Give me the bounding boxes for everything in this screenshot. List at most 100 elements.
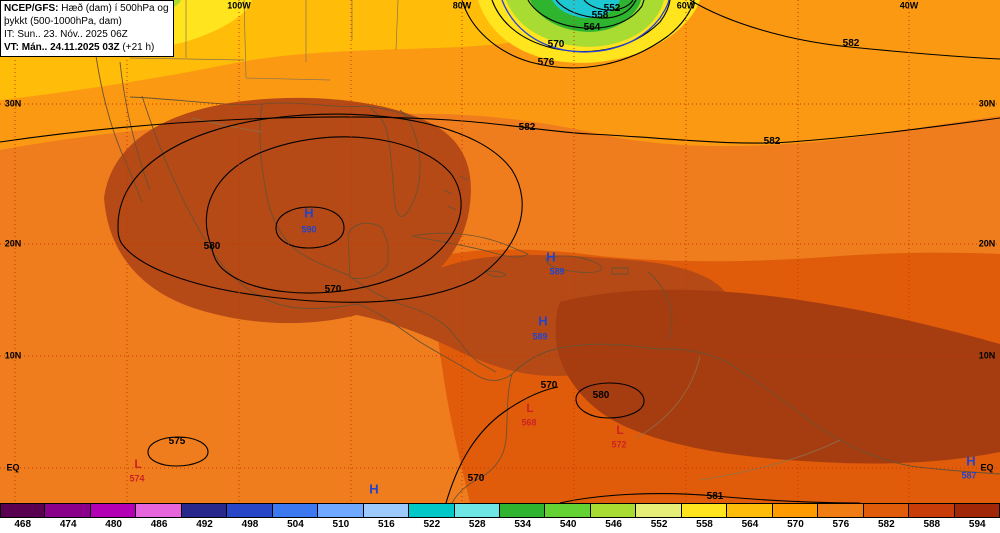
colorbar-value: 552: [650, 519, 668, 530]
band-582-gulf: [104, 97, 471, 324]
coast-puertorico: [611, 267, 629, 275]
us-state-lines: [129, 0, 399, 81]
colorbar-cell: 480: [89, 503, 137, 533]
colorbar-cell: 576: [817, 503, 864, 533]
coast-us-gulf: [129, 96, 415, 119]
colorbar-cell: 564: [726, 503, 773, 533]
colorbar-value: 582: [877, 519, 895, 530]
coast-antilles-arc: [647, 271, 673, 341]
init-time: IT: Sun.. 23. Nóv.. 2025 06Z: [4, 29, 128, 40]
colorbar-cell: 582: [862, 503, 910, 533]
colorbar-value: 480: [105, 519, 122, 530]
colorbar-swatch: [589, 503, 637, 518]
colorbar-swatch: [771, 503, 819, 518]
colorbar-swatch: [544, 503, 591, 518]
us-mexico-border: [191, 117, 263, 133]
colorbar-cell: 594: [953, 503, 1000, 533]
colorbar-swatch: [680, 503, 728, 518]
contour-570-trough: [491, 0, 671, 53]
title-line-2: þykkt (500-1000hPa, dam): [4, 16, 122, 27]
colorbar-value: 510: [332, 519, 350, 530]
valid-time: VT: Mán.. 24.11.2025 03Z: [4, 42, 120, 53]
rivers: [635, 355, 841, 481]
colorbar-cell: 588: [908, 503, 955, 533]
coast-southamerica-north: [511, 343, 1000, 475]
coast-hispaniola: [545, 255, 603, 273]
colorbar-cell: 516: [362, 503, 410, 533]
colorbar-value: 468: [14, 519, 32, 530]
colorbar-cell: 546: [589, 503, 637, 533]
colorbar-cell: 510: [317, 503, 364, 533]
colorbar-value: 522: [423, 519, 441, 530]
contour-570-south: [445, 386, 559, 503]
map-canvas: [0, 0, 1000, 503]
coast-bahamas: [443, 175, 469, 211]
contour-580-venezuela: [575, 382, 645, 419]
colorbar-cell: 540: [544, 503, 591, 533]
colorbar-swatch: [89, 503, 137, 518]
latlon-gridlines: [0, 0, 1000, 503]
colorbar-cell: 522: [408, 503, 455, 533]
coast-mexico-east: [259, 103, 351, 277]
colorbar-value: 486: [150, 519, 168, 530]
colorbar-swatch: [453, 503, 500, 518]
colorbar-swatch: [271, 503, 319, 518]
contour-558-trough: [555, 0, 637, 19]
coast-baja: [95, 55, 143, 203]
thickness-shading: [0, 0, 1000, 503]
contour-575-ring: [147, 436, 209, 467]
colorbar-cell: 468: [0, 503, 46, 533]
coast-florida: [369, 107, 421, 217]
colorbar-cell: 534: [498, 503, 546, 533]
colorbar-swatch: [498, 503, 546, 518]
colorbar-swatch: [635, 503, 682, 518]
coast-centam-caribbean: [351, 277, 497, 373]
title-box: NCEP/GFS: Hæð (dam) í 500hPa og þykkt (5…: [0, 0, 174, 57]
colorbar-swatch: [953, 503, 1000, 518]
valid-time-line: VT: Mán.. 24.11.2025 03Z (+21 h): [4, 41, 169, 54]
colorbar-cell: 498: [226, 503, 273, 533]
contour-564-trough: [527, 0, 645, 29]
colorbar-value: 546: [605, 519, 622, 530]
trough-axis-blue-line: [501, 0, 670, 53]
colorbar-swatch: [862, 503, 910, 518]
colorbar-cell: 552: [635, 503, 682, 533]
colorbar-swatch: [135, 503, 182, 518]
coast-centam-pacific: [357, 303, 513, 381]
colorbar-swatch: [726, 503, 773, 518]
colorbar-value: 534: [514, 519, 532, 530]
band-582-southamerica: [555, 289, 1000, 464]
height-contours: [0, 0, 1000, 503]
colorbar-swatch: [817, 503, 864, 518]
contour-580-ring: [205, 136, 462, 294]
colorbar-value: 540: [559, 519, 577, 530]
colorbar-swatch: [908, 503, 955, 518]
contour-552-trough: [583, 0, 634, 11]
coast-pacific-south: [451, 373, 513, 503]
contour-576-trough: [461, 0, 695, 69]
colorbar-cell: 492: [180, 503, 228, 533]
colorbar-swatch: [180, 503, 228, 518]
borders-rivers: [129, 0, 841, 481]
colorbar-cell: 504: [271, 503, 319, 533]
colorbar-swatch: [226, 503, 273, 518]
title-line-1: NCEP/GFS: Hæð (dam) í 500hPa og: [4, 2, 169, 15]
colorbar-swatch: [408, 503, 455, 518]
colorbar-value: 558: [696, 519, 713, 530]
valid-offset: (+21 h): [122, 42, 155, 53]
colorbar-value: 570: [787, 519, 804, 530]
contour-570-ring: [117, 113, 523, 303]
colorbar-value: 492: [196, 519, 213, 530]
colorbar-swatch: [44, 503, 91, 518]
colorbar-swatch: [0, 503, 46, 518]
trough-534: [552, 0, 620, 19]
colorbar-value: 528: [468, 519, 486, 530]
coast-jamaica: [485, 270, 507, 278]
colorbar-value: 498: [241, 519, 259, 530]
colorbar-swatch: [317, 503, 364, 518]
coast-gulf-california: [119, 61, 151, 191]
colorbar-cell: 570: [771, 503, 819, 533]
thickness-colorbar: 468 474 480 486 492 498 504 510 516 522 528 534 540 5…: [0, 503, 1000, 533]
colorbar-value: 516: [378, 519, 395, 530]
